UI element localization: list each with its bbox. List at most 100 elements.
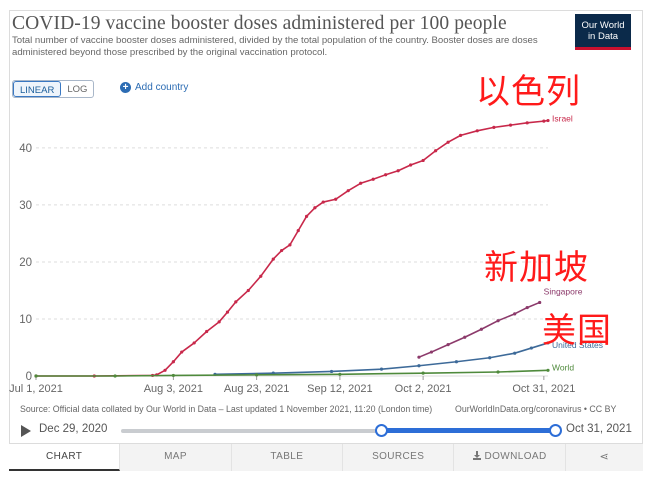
data-point-world — [421, 371, 425, 375]
y-tick-label: 40 — [19, 143, 32, 155]
data-point-israel — [334, 197, 338, 201]
series-line-world — [36, 369, 549, 377]
x-tick-label: Aug 3, 2021 — [144, 383, 203, 395]
data-point-israel — [171, 360, 175, 364]
data-point-world — [546, 368, 550, 372]
data-point-singapore — [513, 312, 517, 316]
data-point-israel — [217, 320, 221, 324]
data-point-united-states — [488, 356, 492, 360]
data-point-israel — [321, 200, 325, 204]
data-point-israel — [446, 140, 450, 144]
data-point-united-states — [454, 360, 459, 364]
data-point-israel — [542, 119, 546, 123]
chart-title: COVID-19 vaccine booster doses administe… — [12, 13, 507, 34]
x-tick-label: Oct 2, 2021 — [395, 383, 452, 395]
data-point-israel — [508, 123, 513, 127]
x-tick-label: Aug 23, 2021 — [224, 383, 289, 395]
site-license[interactable]: OurWorldInData.org/coronavirus • CC BY — [455, 404, 617, 414]
play-icon[interactable] — [21, 425, 31, 437]
series-label-world: World — [552, 362, 574, 372]
tab-sources[interactable]: SOURCES — [343, 444, 455, 471]
timeline-end-handle[interactable] — [549, 424, 562, 437]
data-point-united-states — [513, 351, 517, 355]
data-point-israel — [492, 125, 496, 129]
annotation-usa: 美国 — [542, 311, 612, 351]
data-point-israel — [180, 350, 184, 354]
linear-scale-button[interactable]: LINEAR — [13, 81, 62, 97]
data-point-united-states — [546, 341, 550, 345]
tab-bar: CHART MAP TABLE SOURCES DOWNLOAD ⋖ — [9, 443, 643, 471]
data-point-israel — [421, 158, 425, 163]
data-point-israel — [246, 288, 250, 293]
data-point-united-states — [529, 346, 533, 350]
y-tick-label: 0 — [26, 371, 32, 383]
tab-map[interactable]: MAP — [120, 444, 232, 471]
series-label-united-states: United States — [552, 340, 603, 350]
timeline-start-label: Dec 29, 2020 — [39, 423, 108, 435]
annotation-israel: 以色列 — [476, 72, 581, 112]
scale-toggle: LINEAR LOG — [12, 80, 95, 98]
data-point-united-states — [329, 369, 334, 374]
data-point-world — [496, 370, 500, 374]
data-point-israel — [163, 368, 167, 372]
download-icon — [472, 451, 481, 460]
data-point-israel — [475, 129, 479, 133]
data-point-world — [338, 372, 342, 376]
logo-line-1: Our World — [581, 20, 625, 31]
data-point-israel — [384, 173, 388, 177]
log-scale-button[interactable]: LOG — [67, 84, 88, 95]
series-line-israel — [36, 119, 549, 377]
data-point-singapore — [429, 350, 434, 354]
tab-chart[interactable]: CHART — [9, 444, 121, 471]
data-point-israel — [346, 189, 350, 193]
data-point-israel — [525, 121, 529, 125]
share-icon: ⋖ — [599, 451, 610, 463]
data-point-world — [255, 373, 259, 377]
annotation-singapore: 新加坡 — [484, 248, 589, 288]
timeline-end-label: Oct 31, 2021 — [566, 423, 632, 435]
tab-download-label: DOWNLOAD — [484, 451, 547, 462]
data-point-israel — [296, 228, 300, 233]
data-point-united-states — [417, 364, 421, 368]
x-tick-label: Oct 31, 2021 — [512, 383, 575, 395]
data-point-israel — [234, 300, 238, 304]
data-point-israel — [434, 149, 438, 153]
owid-logo[interactable]: Our World in Data — [575, 14, 631, 50]
data-point-israel — [396, 169, 400, 173]
data-point-singapore — [417, 355, 421, 359]
series-line-singapore — [418, 301, 540, 358]
data-point-israel — [259, 274, 263, 278]
data-point-israel — [313, 206, 317, 210]
timeline-start-handle[interactable] — [374, 424, 388, 437]
data-point-singapore — [446, 343, 450, 347]
plus-icon: + — [120, 82, 131, 93]
tab-share[interactable]: ⋖ — [565, 444, 643, 471]
data-point-singapore — [525, 305, 529, 310]
logo-line-2: in Data — [587, 31, 619, 42]
chart-frame — [9, 10, 643, 471]
series-label-singapore: Singapore — [544, 286, 583, 296]
timeline-track[interactable] — [121, 429, 555, 433]
timeline-selection — [380, 428, 555, 433]
x-tick-label: Sep 12, 2021 — [307, 383, 372, 395]
tab-download[interactable]: DOWNLOAD — [454, 444, 566, 471]
add-country-label: Add country — [135, 82, 189, 93]
tab-table[interactable]: TABLE — [231, 444, 344, 471]
data-point-israel — [225, 310, 230, 314]
series-line-united-states — [214, 342, 549, 376]
data-point-singapore — [463, 335, 467, 339]
data-point-israel — [192, 341, 196, 345]
data-point-israel — [279, 248, 284, 253]
data-point-world — [171, 373, 175, 378]
add-country-button[interactable]: + Add country — [120, 82, 188, 93]
data-point-israel — [409, 163, 413, 167]
y-tick-label: 20 — [19, 257, 32, 269]
y-tick-label: 10 — [19, 314, 32, 326]
x-tick-label: Jul 1, 2021 — [9, 383, 63, 395]
data-point-singapore — [479, 327, 483, 331]
data-point-singapore — [538, 300, 542, 305]
data-point-united-states — [379, 367, 384, 371]
data-point-israel — [371, 177, 375, 181]
data-point-israel — [304, 214, 309, 218]
